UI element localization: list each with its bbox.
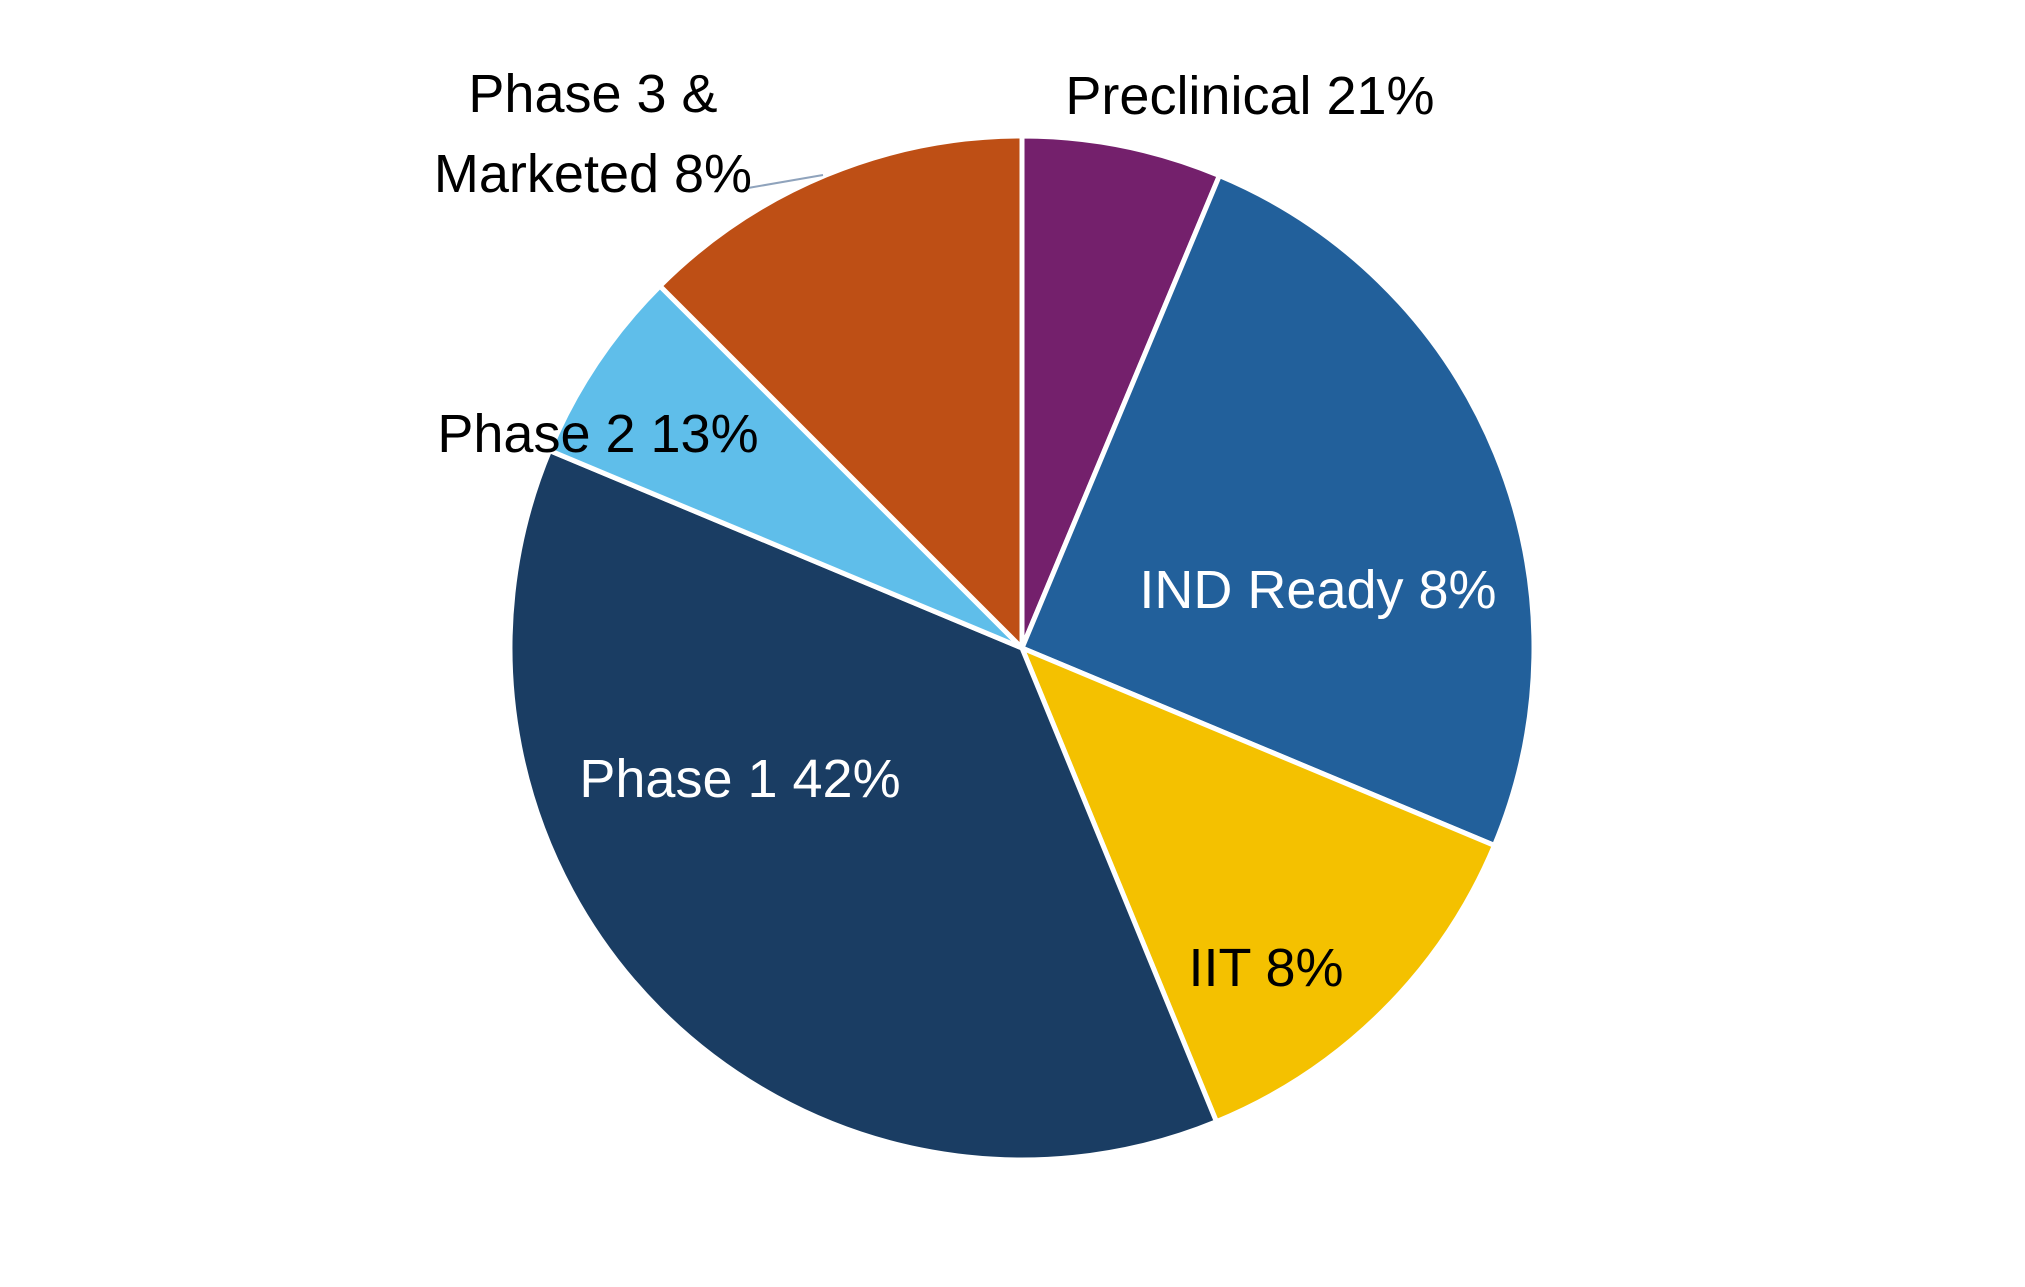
label-phase-3-marketed-line1: Phase 3 & — [468, 64, 717, 124]
label-phase-2: Phase 2 13% — [437, 404, 758, 464]
pie-slice-preclinical — [1019, 133, 1222, 651]
pie-slices — [507, 133, 1537, 1163]
pie-slice-ind-ready — [1019, 173, 1537, 848]
leader-line-phase3-marketed — [747, 174, 824, 189]
label-phase-3-marketed-line2: Marketed 8% — [434, 144, 752, 204]
label-preclinical: Preclinical 21% — [1065, 66, 1434, 126]
pie-slice-phase-2 — [547, 283, 1025, 651]
label-phase-1: Phase 1 42% — [579, 749, 900, 809]
pie-slice-iit — [1019, 645, 1497, 1125]
pie-slice-phase-1 — [507, 448, 1219, 1163]
label-ind-ready: IND Ready 8% — [1139, 560, 1496, 620]
label-iit: IIT 8% — [1188, 938, 1343, 998]
slice-labels: Preclinical 21% IND Ready 8% IIT 8% Phas… — [434, 64, 1497, 998]
pie-slice-phase-3-marketed — [657, 133, 1025, 651]
